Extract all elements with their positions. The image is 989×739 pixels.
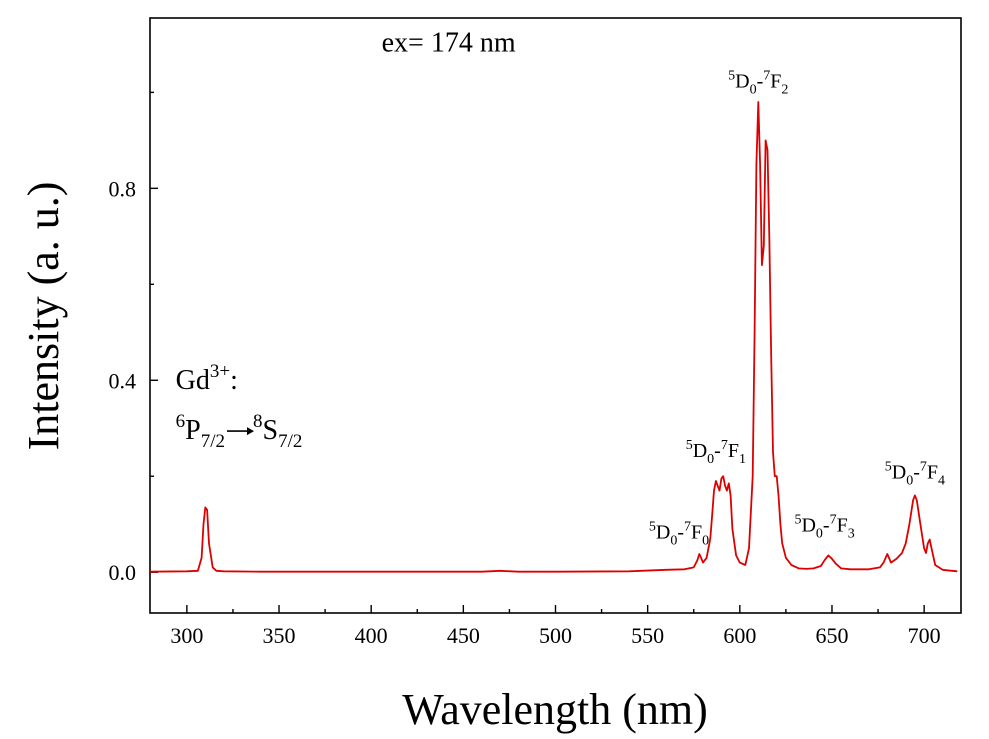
excitation-label: ex= 174 nm (382, 28, 516, 59)
y-axis-title: Intensity (a. u.) (19, 182, 68, 451)
gd-ion-symbol: Gd (176, 365, 210, 396)
gd-transition-to: 8S7/2 (253, 411, 302, 452)
transition-label-main: D (801, 514, 815, 536)
x-tick-label: 450 (447, 623, 480, 648)
transition-label-5d0-7f2: 5D0-7F2 (728, 69, 788, 98)
gd-arrow-icon (227, 427, 255, 436)
transition-label-main: D (735, 71, 749, 93)
transition-label-sub: 2 (781, 83, 788, 98)
transition-label-main: D (892, 462, 906, 484)
gd-from-sup: 6 (176, 411, 186, 432)
transition-label-sup: 5 (885, 460, 892, 475)
transition-label-main: F (691, 522, 702, 544)
transition-label-sub: 3 (848, 526, 855, 541)
transition-label-sup: 5 (686, 438, 693, 453)
transition-label-sup: 7 (763, 69, 770, 84)
transition-label-dash: - (677, 522, 684, 544)
x-tick-label: 700 (908, 623, 941, 648)
transition-label-main: D (656, 522, 670, 544)
emission-series-line (149, 101, 958, 573)
transition-label-sub: 0 (670, 534, 677, 549)
x-axis-title: Wavelength (nm) (402, 685, 708, 734)
gd-transition-from: 6P7/2 (176, 411, 225, 452)
transition-label-main: D (693, 440, 707, 462)
gd-to-sub: 7/2 (278, 431, 302, 452)
transition-label-main: F (728, 440, 739, 462)
transition-label-sup: 7 (684, 520, 691, 535)
gd-to-sup: 8 (253, 411, 262, 432)
x-tick-label: 500 (539, 623, 572, 648)
x-tick-label: 400 (355, 623, 388, 648)
transition-label-sup: 5 (794, 512, 801, 527)
transition-label-sub: 0 (906, 474, 913, 489)
transition-label-sup: 5 (649, 520, 656, 535)
x-tick-label: 600 (723, 623, 756, 648)
transition-label-sub: 0 (707, 452, 714, 467)
y-tick-label: 0.0 (109, 560, 137, 585)
transition-label-dash: - (913, 462, 920, 484)
peak-annotations: ex= 174 nm 5D0-7F2 5D0-7F1 5D0-7F0 5D0-7… (176, 28, 945, 549)
axis-ticks (150, 91, 925, 613)
y-tick-label: 0.4 (109, 368, 137, 393)
gd-arrow-head (247, 427, 255, 436)
y-tick-label: 0.8 (109, 176, 137, 201)
transition-label-5d0-7f4: 5D0-7F4 (885, 460, 945, 489)
x-tick-label: 650 (815, 623, 848, 648)
transition-label-sub: 0 (702, 534, 709, 549)
transition-label-5d0-7f0: 5D0-7F0 (649, 520, 709, 549)
transition-label-sup: 5 (728, 69, 735, 84)
gd-to-main: S (263, 415, 279, 446)
x-tick-label: 550 (631, 623, 664, 648)
gd-ion-charge: 3+ (210, 361, 230, 382)
transition-label-sub: 4 (938, 474, 945, 489)
transition-label-5d0-7f3: 5D0-7F3 (794, 512, 854, 541)
transition-label-5d0-7f1: 5D0-7F1 (686, 438, 746, 467)
transition-label-dash: - (823, 514, 830, 536)
transition-label-main: F (837, 514, 848, 536)
transition-label-dash: - (714, 440, 721, 462)
gd-from-main: P (185, 415, 201, 446)
gd-from-sub: 7/2 (201, 431, 225, 452)
transition-label-sup: 7 (920, 460, 927, 475)
transition-label-sub: 0 (750, 83, 757, 98)
transition-label-main: F (770, 71, 781, 93)
transition-label-sup: 7 (721, 438, 728, 453)
transition-label-dash: - (757, 71, 764, 93)
x-tick-label: 350 (263, 623, 296, 648)
transition-label-main: F (927, 462, 938, 484)
gd-ion-colon: : (230, 365, 238, 396)
transition-label-sub: 0 (816, 526, 823, 541)
gd-ion-label: Gd3+: (176, 361, 238, 396)
x-tick-label: 300 (170, 623, 203, 648)
transition-label-sub: 1 (739, 452, 746, 467)
transition-label-sup: 7 (830, 512, 837, 527)
